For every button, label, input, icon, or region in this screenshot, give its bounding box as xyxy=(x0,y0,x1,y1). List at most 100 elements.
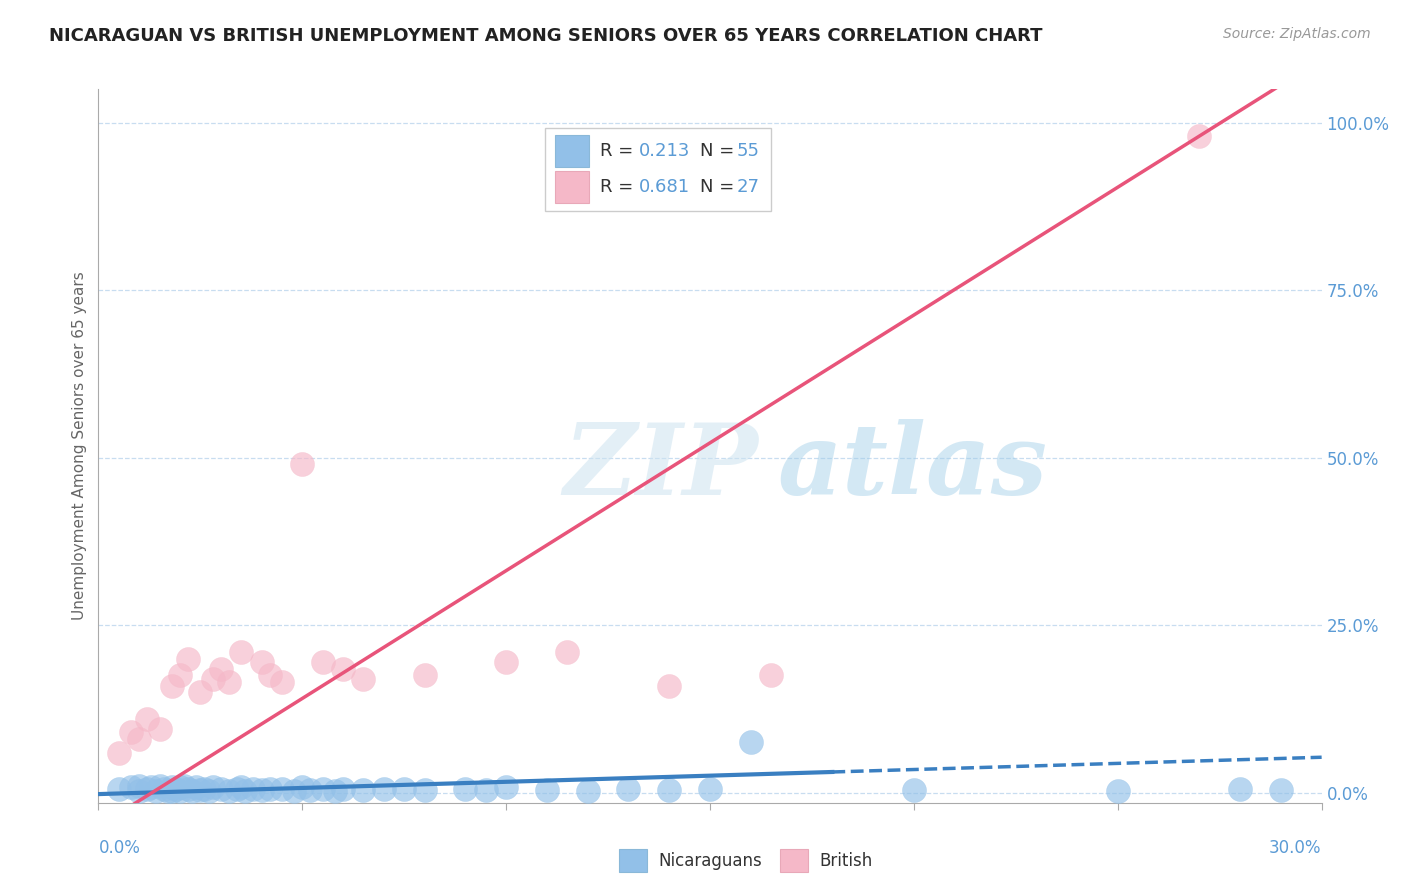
Text: atlas: atlas xyxy=(778,419,1047,516)
Point xyxy=(270,675,294,690)
Point xyxy=(145,783,167,797)
Point xyxy=(108,782,131,797)
Point xyxy=(332,782,354,797)
Point xyxy=(141,780,163,795)
Point xyxy=(259,668,281,682)
Point xyxy=(218,675,240,690)
Point xyxy=(136,782,159,797)
Point xyxy=(186,780,208,795)
Text: NICARAGUAN VS BRITISH UNEMPLOYMENT AMONG SENIORS OVER 65 YEARS CORRELATION CHART: NICARAGUAN VS BRITISH UNEMPLOYMENT AMONG… xyxy=(49,27,1043,45)
Point xyxy=(152,782,174,797)
Point xyxy=(226,781,249,796)
Point xyxy=(761,668,783,682)
Point xyxy=(169,780,191,795)
Text: 55: 55 xyxy=(737,143,759,161)
Point xyxy=(177,782,200,797)
Point xyxy=(323,783,346,797)
Point xyxy=(332,662,354,676)
Point xyxy=(259,781,281,796)
Point xyxy=(658,783,681,797)
Point xyxy=(536,783,558,797)
Point xyxy=(165,782,187,797)
Point xyxy=(201,672,224,686)
Point xyxy=(156,783,179,797)
FancyBboxPatch shape xyxy=(555,171,589,203)
Point xyxy=(312,655,335,669)
Point xyxy=(291,780,314,795)
Point xyxy=(169,668,191,682)
Point xyxy=(188,685,212,699)
Text: N =: N = xyxy=(700,143,740,161)
Point xyxy=(218,783,240,797)
Point xyxy=(1270,783,1292,797)
Point xyxy=(108,746,131,760)
Point xyxy=(312,781,335,796)
Text: R =: R = xyxy=(600,178,638,196)
Point xyxy=(299,783,322,797)
Point xyxy=(160,679,183,693)
Point xyxy=(173,779,195,793)
Point xyxy=(120,725,142,739)
Point xyxy=(413,668,436,682)
Text: 0.0%: 0.0% xyxy=(98,838,141,856)
Point xyxy=(120,780,142,795)
Point xyxy=(193,781,215,796)
Text: Nicaraguans: Nicaraguans xyxy=(658,852,762,870)
Point xyxy=(1107,783,1129,797)
Point xyxy=(242,782,264,797)
Point xyxy=(136,712,159,726)
Text: 30.0%: 30.0% xyxy=(1270,838,1322,856)
Point xyxy=(128,732,150,747)
Point xyxy=(658,679,681,693)
Text: 0.213: 0.213 xyxy=(640,143,690,161)
Point xyxy=(557,645,579,659)
Point xyxy=(291,458,314,472)
Point xyxy=(474,783,498,797)
Point xyxy=(233,783,256,797)
Y-axis label: Unemployment Among Seniors over 65 years: Unemployment Among Seniors over 65 years xyxy=(72,272,87,620)
Point xyxy=(495,655,517,669)
Point xyxy=(177,651,200,665)
Point xyxy=(201,780,224,795)
Point xyxy=(352,672,374,686)
Point xyxy=(1229,782,1251,797)
Point xyxy=(128,779,150,793)
Point xyxy=(231,645,253,659)
FancyBboxPatch shape xyxy=(546,128,772,211)
Text: British: British xyxy=(820,852,873,870)
Point xyxy=(352,783,374,797)
Text: Source: ZipAtlas.com: Source: ZipAtlas.com xyxy=(1223,27,1371,41)
Point xyxy=(149,779,172,793)
Point xyxy=(413,783,436,797)
Point xyxy=(454,781,477,796)
Point xyxy=(373,781,395,796)
Point xyxy=(181,783,204,797)
Point xyxy=(495,780,517,795)
Point xyxy=(209,782,232,797)
Point xyxy=(188,783,212,797)
Point xyxy=(169,784,191,798)
Point xyxy=(231,780,253,795)
Point xyxy=(197,783,219,797)
Point xyxy=(283,783,305,797)
Point xyxy=(160,780,183,795)
Point xyxy=(128,784,150,798)
Point xyxy=(576,783,599,797)
Point xyxy=(617,782,640,797)
Point xyxy=(392,782,416,797)
Text: 27: 27 xyxy=(737,178,759,196)
Point xyxy=(250,655,273,669)
Point xyxy=(903,783,925,797)
Point xyxy=(740,735,762,749)
Point xyxy=(209,662,232,676)
Text: ZIP: ZIP xyxy=(564,419,758,516)
Point xyxy=(699,782,721,797)
Text: R =: R = xyxy=(600,143,638,161)
Point xyxy=(149,722,172,736)
Text: 0.681: 0.681 xyxy=(640,178,690,196)
Point xyxy=(270,782,294,797)
Text: N =: N = xyxy=(700,178,740,196)
FancyBboxPatch shape xyxy=(555,136,589,168)
Point xyxy=(160,784,183,798)
Point xyxy=(1188,129,1211,144)
